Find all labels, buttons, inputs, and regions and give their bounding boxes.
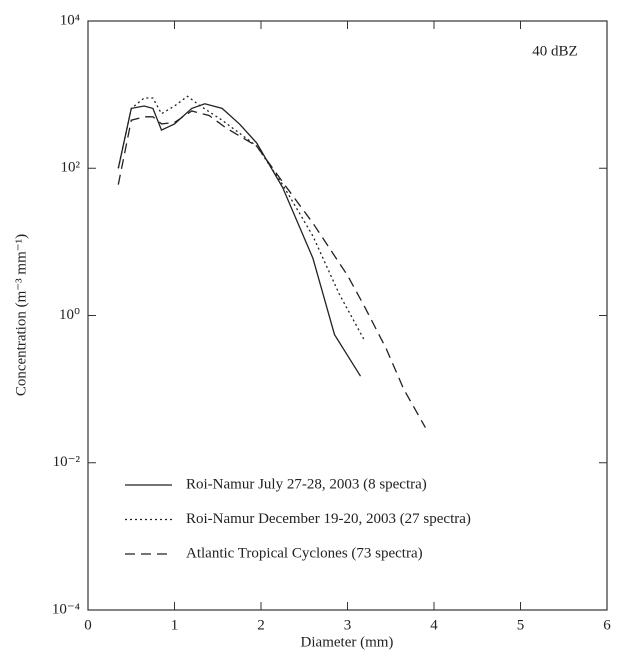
x-tick-label: 6 (603, 617, 611, 633)
y-axis-label: Concentration (m⁻³ mm⁻¹) (13, 234, 29, 396)
x-tick-label: 3 (344, 617, 352, 633)
x-tick-label: 1 (171, 617, 179, 633)
series-line (117, 95, 366, 342)
x-tick-label: 4 (430, 617, 438, 633)
y-tick-label: 10² (61, 160, 81, 176)
legend-label: Atlantic Tropical Cyclones (73 spectra) (186, 545, 423, 561)
legend-label: Roi-Namur December 19-20, 2003 (27 spect… (186, 511, 471, 527)
x-tick-label: 5 (517, 617, 525, 633)
y-tick-label: 10⁰ (59, 307, 80, 323)
legend-label: Roi-Namur July 27-28, 2003 (8 spectra) (186, 476, 427, 492)
series-line (117, 110, 426, 428)
y-tick-label: 10⁻⁴ (52, 601, 80, 617)
chart-title: 40 dBZ (532, 43, 577, 59)
x-tick-label: 0 (84, 617, 92, 633)
y-tick-label: 10⁻² (53, 454, 81, 470)
y-tick-label: 10⁴ (60, 12, 80, 28)
x-axis-label: Diameter (mm) (301, 634, 394, 650)
series-line (117, 103, 362, 377)
x-tick-label: 2 (257, 617, 265, 633)
